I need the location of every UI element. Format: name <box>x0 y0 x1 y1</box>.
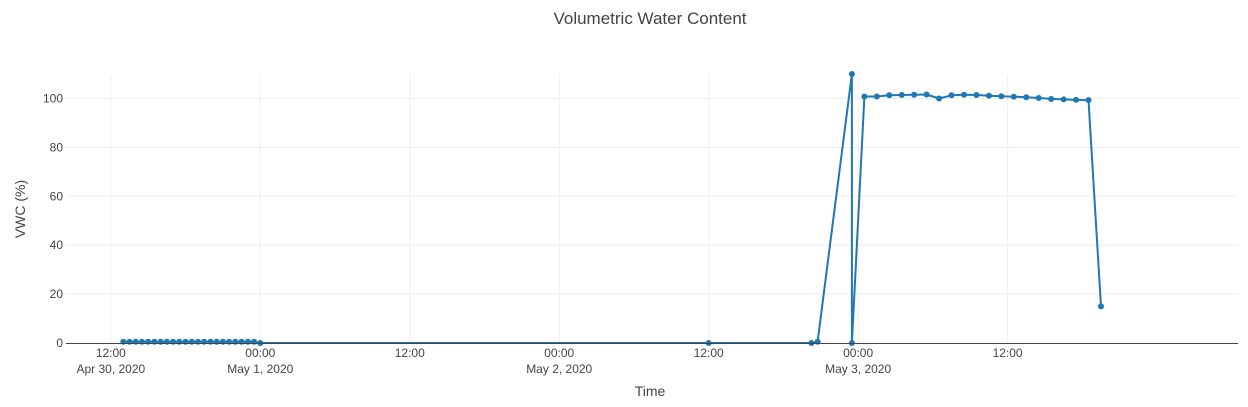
data-point[interactable] <box>886 92 893 99</box>
y-tick-label: 100 <box>43 91 63 105</box>
x-tick-label: 12:00 <box>395 346 425 360</box>
chart-title: Volumetric Water Content <box>553 9 746 28</box>
data-point[interactable] <box>898 92 905 99</box>
data-point[interactable] <box>948 92 955 99</box>
x-axis-title: Time <box>635 383 666 399</box>
data-point[interactable] <box>1073 96 1080 103</box>
y-axis: 0 20 40 60 80 100 <box>43 91 63 350</box>
data-point[interactable] <box>1085 97 1092 104</box>
y-tick-label: 20 <box>50 287 64 301</box>
data-point[interactable] <box>973 92 980 99</box>
data-point[interactable] <box>985 92 992 99</box>
data-point[interactable] <box>848 71 855 77</box>
x-tick-label: 00:00 <box>544 346 574 360</box>
x-tick-date-label: May 1, 2020 <box>227 362 293 376</box>
x-tick-label: 12:00 <box>694 346 724 360</box>
x-tick-label: 00:00 <box>843 346 873 360</box>
data-point[interactable] <box>998 93 1005 100</box>
x-tick-date-label: May 2, 2020 <box>526 362 592 376</box>
x-tick-label: 00:00 <box>245 346 275 360</box>
y-tick-label: 0 <box>56 336 63 350</box>
y-tick-label: 40 <box>50 238 64 252</box>
data-point[interactable] <box>1048 95 1055 102</box>
y-tick-label: 80 <box>50 140 64 154</box>
data-point[interactable] <box>861 93 868 100</box>
data-point[interactable] <box>1023 94 1030 101</box>
data-point[interactable] <box>1035 94 1042 101</box>
data-point[interactable] <box>1010 93 1017 100</box>
data-point[interactable] <box>960 91 967 98</box>
x-tick-label: 12:00 <box>993 346 1023 360</box>
data-point[interactable] <box>873 93 880 100</box>
data-point[interactable] <box>923 91 930 98</box>
data-point[interactable] <box>911 91 918 98</box>
series-line <box>123 73 1102 344</box>
data-point[interactable] <box>936 95 943 102</box>
x-tick-date-label: Apr 30, 2020 <box>76 362 145 376</box>
y-axis-title: VWC (%) <box>12 180 28 238</box>
data-point[interactable] <box>1060 96 1067 103</box>
data-point[interactable] <box>1097 303 1104 310</box>
y-tick-label: 60 <box>50 189 64 203</box>
plot-area[interactable] <box>120 71 1104 346</box>
x-axis: 12:00 Apr 30, 2020 00:00 May 1, 2020 12:00 00… <box>66 343 1238 376</box>
x-tick-label: 12:00 <box>96 346 126 360</box>
grid-lines <box>66 74 1238 343</box>
x-tick-date-label: May 3, 2020 <box>825 362 891 376</box>
